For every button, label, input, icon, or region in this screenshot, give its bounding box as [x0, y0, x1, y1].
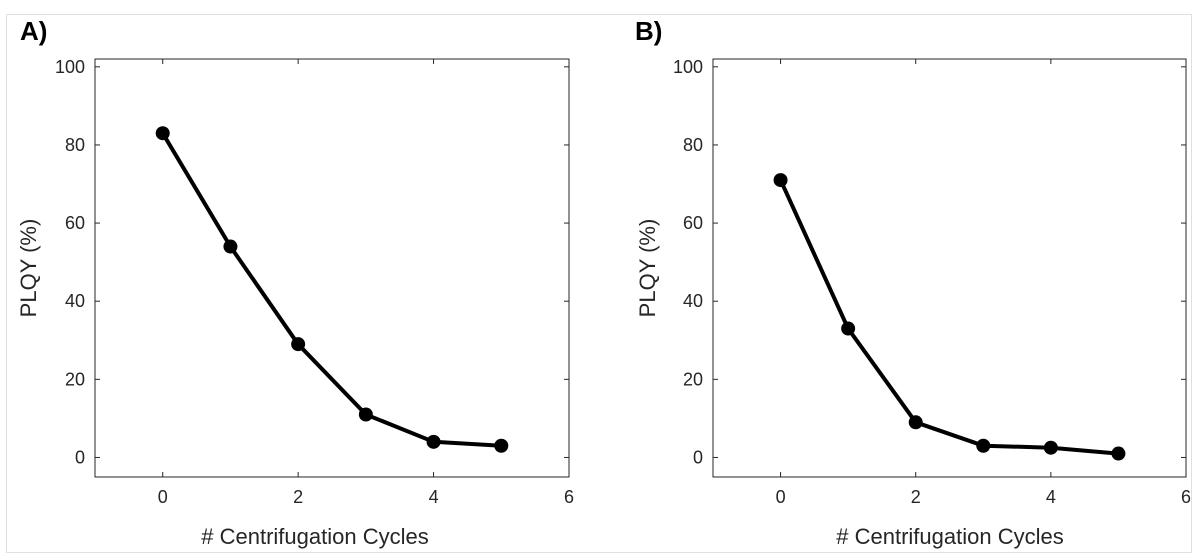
panel-b-y-tick-label: 0 — [693, 447, 703, 467]
panel-b-axes — [712, 58, 1187, 478]
panel-a-y-tick-label: 0 — [75, 447, 85, 467]
panel-a-x-tick-label: 0 — [158, 487, 168, 507]
panel-a-y-axis-label: PLQY (%) — [16, 219, 41, 318]
panel-a-data-point — [291, 337, 306, 352]
panel-b-data-point — [976, 438, 991, 453]
panel-b-data-point — [1043, 440, 1058, 455]
panel-a-plot — [155, 126, 509, 453]
panel-a-x-tick-label: 4 — [429, 487, 439, 507]
panel-a-data-point — [358, 407, 373, 422]
panel-a-data-point — [426, 434, 441, 449]
panel-a-y-tick-label: 60 — [65, 213, 85, 233]
panel-b-label: B) — [635, 16, 662, 46]
panel-a-label: A) — [20, 16, 47, 46]
panel-a-data-point — [155, 126, 170, 141]
panel-b-data-point — [773, 173, 788, 188]
panel-a-y-tick-label: 20 — [65, 369, 85, 389]
panel-a-x-tick-label: 2 — [293, 487, 303, 507]
panel-a-x-tick-label: 6 — [564, 487, 574, 507]
panel-a-data-point — [223, 239, 238, 254]
panel-b-y-tick-label: 40 — [683, 291, 703, 311]
panel-a-y-tick-label: 40 — [65, 291, 85, 311]
panel-b-x-tick-label: 0 — [776, 487, 786, 507]
panel-b-x-tick-label: 4 — [1046, 487, 1056, 507]
panel-b-y-tick-label: 20 — [683, 369, 703, 389]
panel-b-y-tick-label: 80 — [683, 135, 703, 155]
panel-a-data-point — [494, 438, 509, 453]
panel-b-data-point — [841, 321, 856, 336]
panel-b-x-axis-label: # Centrifugation Cycles — [836, 524, 1063, 549]
panel-a-x-axis-label: # Centrifugation Cycles — [201, 524, 428, 549]
panel-b-y-tick-label: 100 — [673, 57, 703, 77]
panel-a-y-tick-label: 100 — [55, 57, 85, 77]
panel-a-series-line — [160, 132, 502, 448]
panel-b-y-tick-label: 60 — [683, 213, 703, 233]
panel-b-x-tick-label: 2 — [911, 487, 921, 507]
panel-b-x-tick-label: 6 — [1181, 487, 1191, 507]
panel-b-series-line — [778, 179, 1119, 456]
panel-a-axes — [94, 58, 570, 478]
panel-b-y-axis-label: PLQY (%) — [635, 219, 660, 318]
panel-a-ticks — [95, 59, 570, 477]
panel-b-ticks — [713, 59, 1187, 477]
panel-b-plot — [773, 173, 1126, 461]
panel-b-data-point — [1111, 446, 1126, 461]
panel-a-y-tick-label: 80 — [65, 135, 85, 155]
panel-b-data-point — [908, 415, 923, 430]
